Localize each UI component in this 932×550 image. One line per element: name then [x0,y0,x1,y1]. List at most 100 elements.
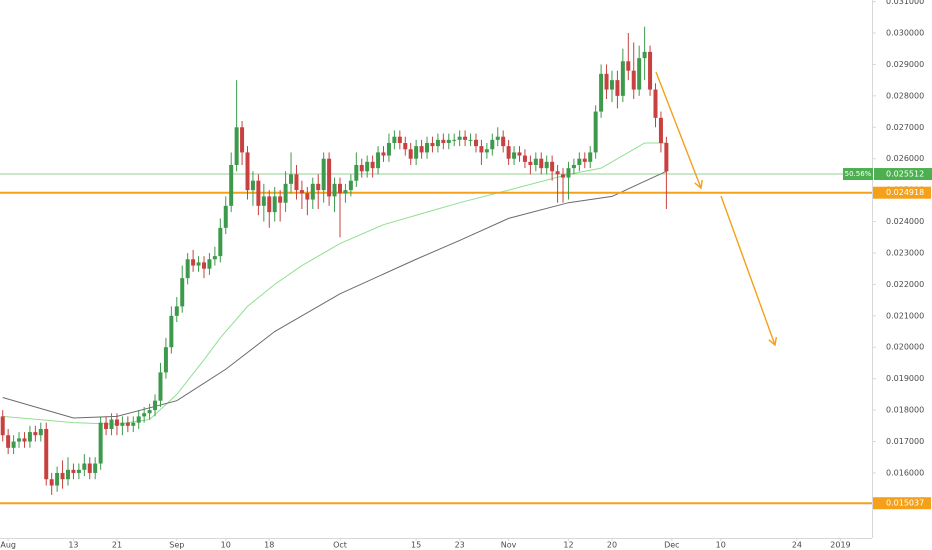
candle-body [452,139,457,141]
candle-body [196,262,201,266]
candle-body [555,171,560,175]
candle-body [201,262,206,269]
candle-body [544,161,549,169]
y-tick-label: 0.028000 [886,91,924,100]
candle-body [468,139,473,141]
candle-body [664,142,669,172]
candle-body [229,164,234,206]
candle-body [27,432,32,442]
candle-body [473,139,478,147]
candle-body [609,80,614,90]
candle-body [653,89,658,118]
candle-body [125,422,130,426]
candle-body [637,58,642,90]
candle-body [435,139,440,147]
x-tick-label: 23 [455,541,465,550]
candle-body [147,410,152,414]
y-tick-label: 0.022000 [886,280,924,289]
x-tick-label: 10 [221,541,231,550]
candle-body [631,70,636,90]
y-tick-label: 0.018000 [886,406,924,415]
candle-body [223,205,228,228]
last-price-label: 0.025512 [886,170,924,179]
level-label: 0.015037 [886,499,924,508]
candle-body [240,127,245,153]
candle-body [414,146,419,159]
candle-body [370,161,375,169]
candle-body [6,435,11,448]
candle-body [49,479,54,486]
y-tick-label: 0.020000 [886,343,924,352]
candle-body [430,142,435,147]
candle-body [577,158,582,165]
candle-body [11,441,16,448]
candle-body [397,136,402,143]
y-tick-label: 0.030000 [886,28,924,37]
candle-body [484,149,489,153]
candle-body [343,190,348,194]
candle-body [256,180,261,206]
y-tick-label: 0.029000 [886,60,924,69]
candle-body [158,372,163,401]
candle-body [33,432,38,436]
y-tick-label: 0.016000 [886,468,924,477]
candle-body [571,164,576,169]
candle-body [153,400,158,411]
candle-body [278,196,283,203]
percent-label: 50.56% [845,170,872,178]
candle-body [359,164,364,172]
candle-body [658,117,663,143]
candle-body [561,174,566,178]
candle-body [169,315,174,348]
candle-body [446,139,451,143]
x-tick-label: 2019 [830,541,850,550]
y-tick-label: 0.021000 [886,311,924,320]
y-tick-label: 0.027000 [886,123,924,132]
x-tick-label: Aug [0,541,16,550]
candle-body [381,152,386,156]
y-tick-label: 0.024000 [886,217,924,226]
candle-body [22,438,27,442]
candle-body [327,158,332,197]
y-tick-label: 0.026000 [886,154,924,163]
y-tick-label: 0.017000 [886,437,924,446]
candle-body [490,139,495,150]
percent-box [843,168,873,181]
candle-body [392,136,397,143]
candle-body [332,183,337,197]
candle-body [0,416,5,436]
candle-body [104,422,109,429]
candle-body [517,152,522,156]
candle-body [218,227,223,257]
x-tick-label: 24 [792,541,802,550]
candle-body [87,463,92,473]
candle-body [60,472,65,480]
candle-body [191,259,196,266]
x-tick-label: Dec [664,541,679,550]
candle-body [441,139,446,143]
candle-body [550,161,555,172]
candle-body [212,256,217,260]
candle-body [321,158,326,191]
candle-body [419,146,424,153]
candle-body [17,438,22,442]
candle-body [599,73,604,112]
candle-body [457,136,462,140]
x-tick-label: 20 [607,541,617,550]
candle-body [250,180,255,191]
candle-body [272,196,277,213]
candle-body [174,306,179,316]
candle-body [185,259,190,279]
candle-body [376,152,381,169]
candle-body [98,422,103,464]
candle-body [120,422,125,426]
candle-body [142,413,147,417]
candle-body [163,347,168,373]
x-tick-label: 13 [68,541,78,550]
candle-body [38,428,43,436]
candle-body [582,158,587,162]
candle-body [93,463,98,473]
candle-body [114,419,119,426]
y-tick-label: 0.023000 [886,248,924,257]
